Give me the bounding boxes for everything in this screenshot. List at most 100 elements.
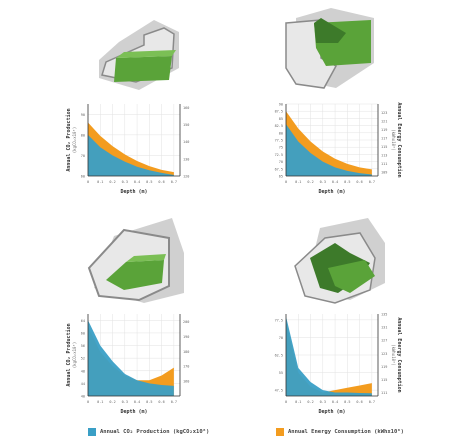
- y2-tick-label: 127: [381, 339, 387, 343]
- x-tick-label: 0.6: [158, 400, 164, 404]
- y-tick-label: 75: [279, 146, 283, 150]
- y-tick-label: 64: [81, 319, 85, 323]
- legend: Annual CO₂ Production (kgCO₂x10⁶) Annual…: [0, 428, 474, 444]
- y-axis-units: (kgCO₂x10⁶): [72, 342, 77, 369]
- legend-label-energy: Annual Energy Consumption (kWhx10⁶): [288, 429, 404, 435]
- y-axis-units: (kgCO₂x10⁶): [72, 127, 77, 154]
- y-tick-label: 80: [279, 131, 283, 135]
- y-tick-label: 60: [81, 331, 85, 335]
- x-tick-label: 0: [285, 400, 287, 404]
- y2-tick-label: 135: [381, 313, 387, 317]
- x-axis-label: Depth (m): [120, 409, 147, 415]
- y2-axis-label: Annual Energy Consumption: [396, 102, 402, 177]
- y-tick-label: 62.5: [275, 354, 283, 358]
- y-axis-label: Annual CO₂ Production: [66, 323, 72, 386]
- x-tick-label: 0: [87, 180, 89, 184]
- legend-swatch-energy: [276, 428, 284, 436]
- y-tick-label: 56: [81, 344, 85, 348]
- y-tick-label: 85: [279, 117, 283, 121]
- x-tick-label: 0.5: [344, 180, 350, 184]
- x-tick-label: 0.2: [109, 400, 115, 404]
- x-axis-label: Depth (m): [318, 409, 345, 415]
- chart-top-left: 0 0.1 0.2 0.3 0.4 0.5 0.6 0.7 60 70 80 90 120 130 140 1…: [66, 104, 189, 195]
- building-diagram: [87, 218, 184, 303]
- x-tick-label: 0.5: [146, 400, 152, 404]
- x-tick-label: 0.4: [332, 180, 338, 184]
- y2-tick-label: 115: [381, 378, 387, 382]
- x-tick-label: 0.5: [344, 400, 350, 404]
- x-tick-label: 0.3: [122, 400, 128, 404]
- x-tick-label: 0.2: [307, 180, 313, 184]
- x-tick-label: 0.4: [332, 400, 338, 404]
- legend-label-production: Annual CO₂ Production (kgCO₂x10⁶): [100, 429, 210, 435]
- y-tick-label: 44: [81, 382, 85, 386]
- y2-tick-label: 180: [183, 350, 189, 354]
- x-tick-label: 0: [87, 400, 89, 404]
- y2-tick-label: 119: [381, 128, 387, 132]
- x-tick-label: 0.7: [171, 180, 177, 184]
- y2-tick-label: 130: [183, 157, 189, 161]
- y2-tick-label: 150: [183, 123, 189, 127]
- x-tick-label: 0.2: [307, 400, 313, 404]
- x-tick-label: 0.5: [146, 180, 152, 184]
- y-tick-label: 80: [81, 133, 85, 137]
- y2-tick-label: 111: [381, 391, 387, 395]
- series-area-production: [286, 124, 372, 176]
- legend-item-production: Annual CO₂ Production (kgCO₂x10⁶): [88, 428, 209, 436]
- x-tick-label: 0.4: [134, 400, 140, 404]
- y-tick-label: 90: [279, 103, 283, 107]
- y-tick-label: 70: [279, 160, 283, 164]
- x-tick-label: 0.7: [369, 180, 375, 184]
- y2-tick-label: 123: [381, 352, 387, 356]
- y-tick-label: 67.5: [275, 167, 283, 171]
- y-tick-label: 82.5: [275, 124, 283, 128]
- y2-tick-label: 200: [183, 320, 189, 324]
- x-tick-label: 0.1: [295, 180, 301, 184]
- y2-tick-label: 123: [381, 111, 387, 115]
- y-tick-label: 70: [81, 154, 85, 158]
- x-tick-label: 0.7: [369, 400, 375, 404]
- y2-tick-label: 109: [381, 170, 387, 174]
- y2-tick-label: 190: [183, 335, 189, 339]
- x-tick-label: 0.1: [97, 180, 103, 184]
- series-area-production: [88, 320, 174, 396]
- y2-tick-label: 117: [381, 136, 387, 140]
- chart-top-right: 0 0.1 0.2 0.3 0.4 0.5 0.6 0.7 65 67.5 70 72.5 75 77.5…: [275, 102, 402, 195]
- x-tick-label: 0.6: [158, 180, 164, 184]
- y2-tick-label: 160: [183, 106, 189, 110]
- y-tick-label: 48: [81, 369, 85, 373]
- x-axis-label: Depth (m): [318, 189, 345, 195]
- y-axis-label: Annual CO₂ Production: [66, 108, 72, 171]
- x-tick-label: 0.4: [134, 180, 140, 184]
- legend-item-energy: Annual Energy Consumption (kWhx10⁶): [276, 428, 404, 436]
- y-tick-label: 87.5: [275, 110, 283, 114]
- x-tick-label: 0.6: [356, 400, 362, 404]
- x-tick-label: 0.1: [97, 400, 103, 404]
- series-area-production: [88, 134, 174, 176]
- x-axis-label: Depth (m): [120, 189, 147, 195]
- building-diagram: [99, 20, 179, 90]
- y-tick-label: 77.5: [275, 318, 283, 322]
- y2-tick-label: 170: [183, 365, 189, 369]
- x-tick-label: 0.2: [109, 180, 115, 184]
- y2-axis-units: (kWhx10⁶): [391, 129, 396, 151]
- y2-tick-label: 140: [183, 140, 189, 144]
- y2-tick-label: 160: [183, 380, 189, 384]
- y2-axis-units: (kWhx10⁶): [391, 344, 396, 366]
- y2-tick-label: 121: [381, 119, 387, 123]
- y2-tick-label: 131: [381, 326, 387, 330]
- x-tick-label: 0.3: [122, 180, 128, 184]
- y-tick-label: 90: [81, 113, 85, 117]
- series-area-production: [286, 316, 372, 396]
- x-tick-label: 0.3: [320, 400, 326, 404]
- x-tick-label: 0.7: [171, 400, 177, 404]
- x-tick-label: 0.6: [356, 180, 362, 184]
- legend-swatch-production: [88, 428, 96, 436]
- y-tick-label: 60: [81, 175, 85, 179]
- y2-tick-label: 119: [381, 365, 387, 369]
- y-tick-label: 65: [279, 175, 283, 179]
- y2-tick-label: 115: [381, 145, 387, 149]
- chart-bottom-right: 0 0.1 0.2 0.3 0.4 0.5 0.6 0.7 47.5 55 62.5 70 77.5 11…: [275, 313, 402, 416]
- x-tick-label: 0.1: [295, 400, 301, 404]
- y2-tick-label: 111: [381, 162, 387, 166]
